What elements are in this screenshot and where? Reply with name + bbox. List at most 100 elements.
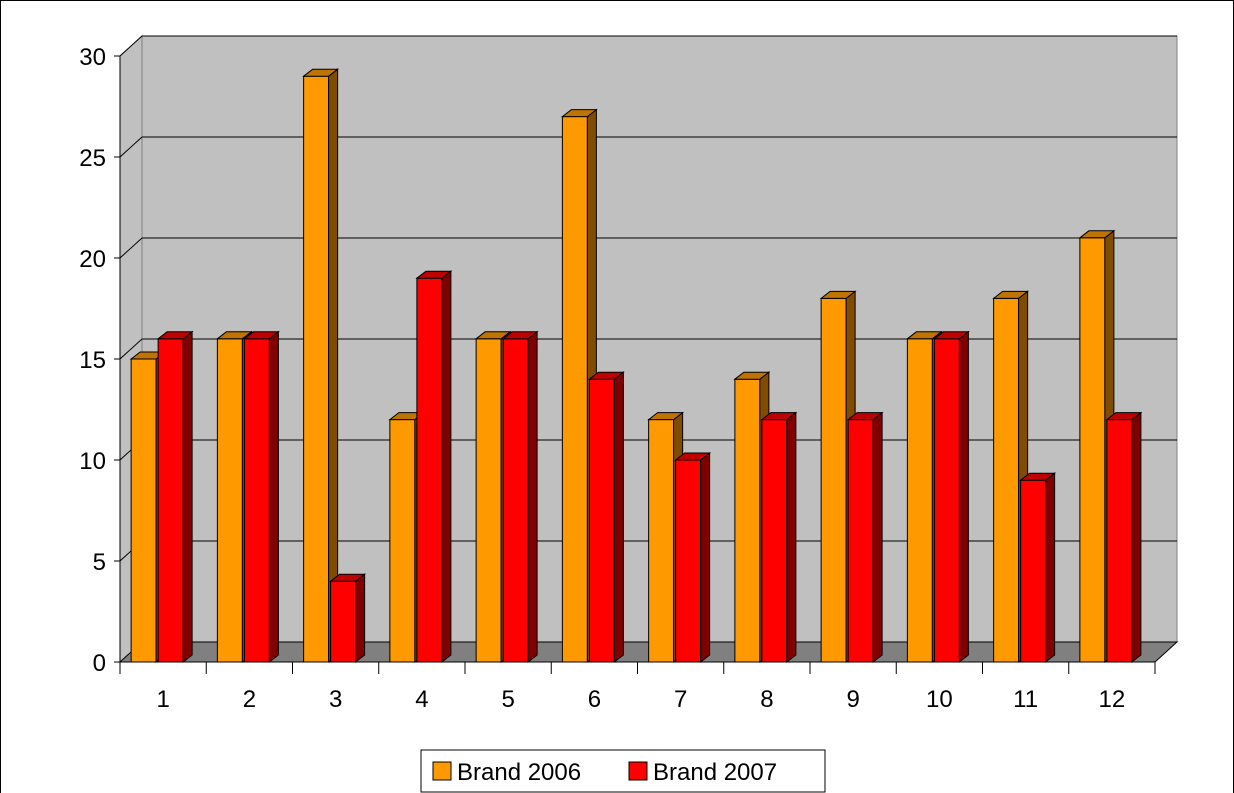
bar xyxy=(156,330,194,664)
legend: Brand 2006 Brand 2007 xyxy=(420,749,826,793)
bars xyxy=(129,68,1143,664)
bar-top xyxy=(415,270,453,279)
y-axis-tick-labels: 0 5 10 15 20 25 30 xyxy=(79,44,106,677)
bar xyxy=(1019,472,1057,664)
bar-top xyxy=(242,331,280,340)
gridline-depth xyxy=(119,237,143,259)
bar-side xyxy=(1131,411,1142,664)
y-tick-label: 30 xyxy=(79,44,106,71)
bar-top xyxy=(992,290,1030,299)
y-tick-label: 5 xyxy=(93,549,106,576)
bar-side xyxy=(355,573,366,664)
x-tick-label: 7 xyxy=(674,686,687,713)
bar-top xyxy=(215,331,253,340)
bar-top xyxy=(846,412,884,421)
gridline-depth xyxy=(119,136,143,158)
bar-front xyxy=(475,338,502,663)
bar-side xyxy=(268,330,279,664)
bar-side xyxy=(786,411,797,664)
axes xyxy=(114,55,1156,674)
bar-top xyxy=(905,331,943,340)
x-tick-label: 1 xyxy=(156,686,169,713)
x-tick-label: 8 xyxy=(760,686,773,713)
x-tick-label: 2 xyxy=(243,686,256,713)
bar-top xyxy=(1105,412,1143,421)
bar xyxy=(846,411,884,664)
gridline-depth xyxy=(119,338,143,360)
bar-front xyxy=(216,338,243,663)
bar-front xyxy=(675,459,702,663)
bar-top xyxy=(647,412,685,421)
bar-front xyxy=(1020,479,1047,663)
bar-top xyxy=(587,371,625,380)
bar-side xyxy=(1045,472,1056,664)
x-tick-label: 12 xyxy=(1099,686,1126,713)
bar-front xyxy=(734,378,761,663)
bar-front xyxy=(820,297,847,663)
x-tick-label: 9 xyxy=(846,686,859,713)
bar-side xyxy=(613,371,624,664)
y-tick-label: 0 xyxy=(93,650,106,677)
bar-side xyxy=(328,68,339,664)
bar-front xyxy=(303,75,330,663)
bar-front xyxy=(648,419,675,663)
bar-top xyxy=(932,331,970,340)
bar xyxy=(674,451,712,664)
bar-top xyxy=(329,573,367,582)
legend-label: Brand 2006 xyxy=(457,759,581,786)
bar-top xyxy=(733,371,771,380)
x-tick-label: 5 xyxy=(501,686,514,713)
y-tick-label: 15 xyxy=(79,347,106,374)
x-tick-label: 11 xyxy=(1013,686,1038,713)
bar-side xyxy=(527,330,538,664)
x-tick-label: 6 xyxy=(588,686,601,713)
bar xyxy=(932,330,970,664)
bar xyxy=(587,371,625,664)
bar-front xyxy=(389,419,416,663)
bar-side xyxy=(872,411,883,664)
bar xyxy=(501,330,539,664)
bar-top xyxy=(156,331,194,340)
bar-front xyxy=(416,277,443,663)
bar-front xyxy=(906,338,933,663)
y-tick-label: 10 xyxy=(79,448,106,475)
bar-front xyxy=(993,297,1020,663)
bar-top xyxy=(560,109,598,118)
bar-top xyxy=(1019,472,1057,481)
bar xyxy=(1105,411,1143,664)
bar xyxy=(415,270,453,664)
bar-top xyxy=(674,452,712,461)
bar-top xyxy=(1078,230,1116,239)
bar-side xyxy=(441,270,452,664)
y-tick-label: 20 xyxy=(79,246,106,273)
x-tick-label: 10 xyxy=(926,686,953,713)
bar-top xyxy=(501,331,539,340)
legend-swatch xyxy=(432,761,452,781)
bar-top xyxy=(819,290,857,299)
bar-top xyxy=(302,68,340,77)
bar-front xyxy=(157,338,184,663)
bar-side xyxy=(182,330,193,664)
bar-front xyxy=(130,358,157,663)
x-tick-label: 4 xyxy=(415,686,428,713)
x-tick-label: 3 xyxy=(329,686,342,713)
bar-front xyxy=(1106,419,1133,663)
legend-box xyxy=(420,749,826,793)
bar-front xyxy=(330,580,357,663)
gridline-depth xyxy=(119,35,143,57)
bar-top xyxy=(474,331,512,340)
bar xyxy=(329,573,367,664)
bar-front xyxy=(243,338,270,663)
x-axis-tick-labels: 1 2 3 4 5 6 7 8 9 10 11 12 xyxy=(156,686,1125,713)
bar xyxy=(242,330,280,664)
bar-front xyxy=(588,378,615,663)
bar-front xyxy=(761,419,788,663)
bar-front xyxy=(561,116,588,663)
bar-side xyxy=(700,451,711,664)
bar xyxy=(302,68,340,664)
bar-front xyxy=(933,338,960,663)
legend-label: Brand 2007 xyxy=(653,759,777,786)
bar-top xyxy=(760,412,798,421)
bar-front xyxy=(502,338,529,663)
